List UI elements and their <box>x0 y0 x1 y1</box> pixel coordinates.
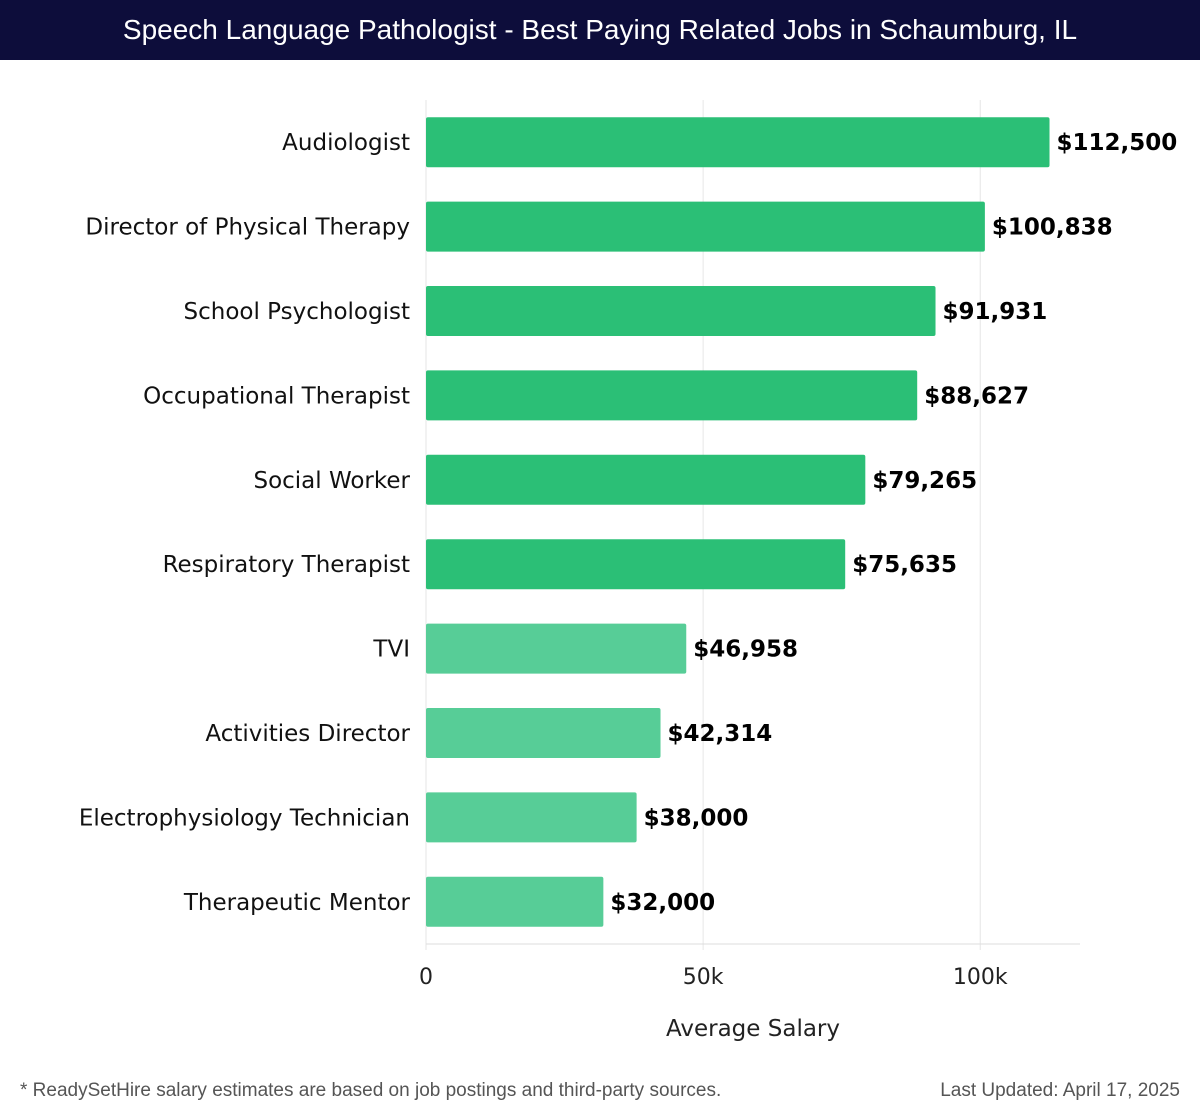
bar <box>426 623 687 674</box>
x-tick-label: 100k <box>953 965 1008 990</box>
category-label: Therapeutic Mentor <box>183 890 411 916</box>
bar <box>426 708 661 758</box>
category-label: Electrophysiology Technician <box>79 805 410 831</box>
value-label: $112,500 <box>1057 130 1178 156</box>
value-label: $75,635 <box>852 552 957 578</box>
chart-title: Speech Language Pathologist - Best Payin… <box>0 0 1200 60</box>
category-label: Social Worker <box>253 468 410 494</box>
category-label: Activities Director <box>205 721 410 747</box>
category-label: Occupational Therapist <box>143 383 410 409</box>
bar <box>426 539 846 590</box>
value-label: $79,265 <box>872 468 977 494</box>
bar <box>426 370 918 421</box>
category-label: School Psychologist <box>184 299 410 325</box>
x-tick-label: 50k <box>683 965 724 990</box>
value-label: $38,000 <box>644 805 749 831</box>
value-label: $42,314 <box>668 721 773 747</box>
bar <box>426 117 1050 168</box>
x-axis-title: Average Salary <box>666 1016 840 1042</box>
bar <box>426 286 936 336</box>
bar <box>426 454 866 505</box>
value-label: $32,000 <box>610 890 715 916</box>
category-label: Respiratory Therapist <box>163 552 410 578</box>
bar <box>426 201 985 252</box>
category-label: TVI <box>372 637 410 663</box>
bar <box>426 792 637 843</box>
value-label: $91,931 <box>943 299 1048 325</box>
category-label: Director of Physical Therapy <box>85 215 410 241</box>
value-label: $88,627 <box>924 383 1029 409</box>
bar-chart: 0 50k 100k Audiologist $112,500 Director of P… <box>79 100 1178 1042</box>
last-updated: Last Updated: April 17, 2025 <box>940 1080 1180 1101</box>
category-label: Audiologist <box>282 130 410 156</box>
bar <box>426 876 604 927</box>
x-tick-label: 0 <box>419 965 433 990</box>
value-label: $46,958 <box>693 637 798 663</box>
value-label: $100,838 <box>992 215 1113 241</box>
source-note: * ReadySetHire salary estimates are base… <box>20 1080 722 1101</box>
